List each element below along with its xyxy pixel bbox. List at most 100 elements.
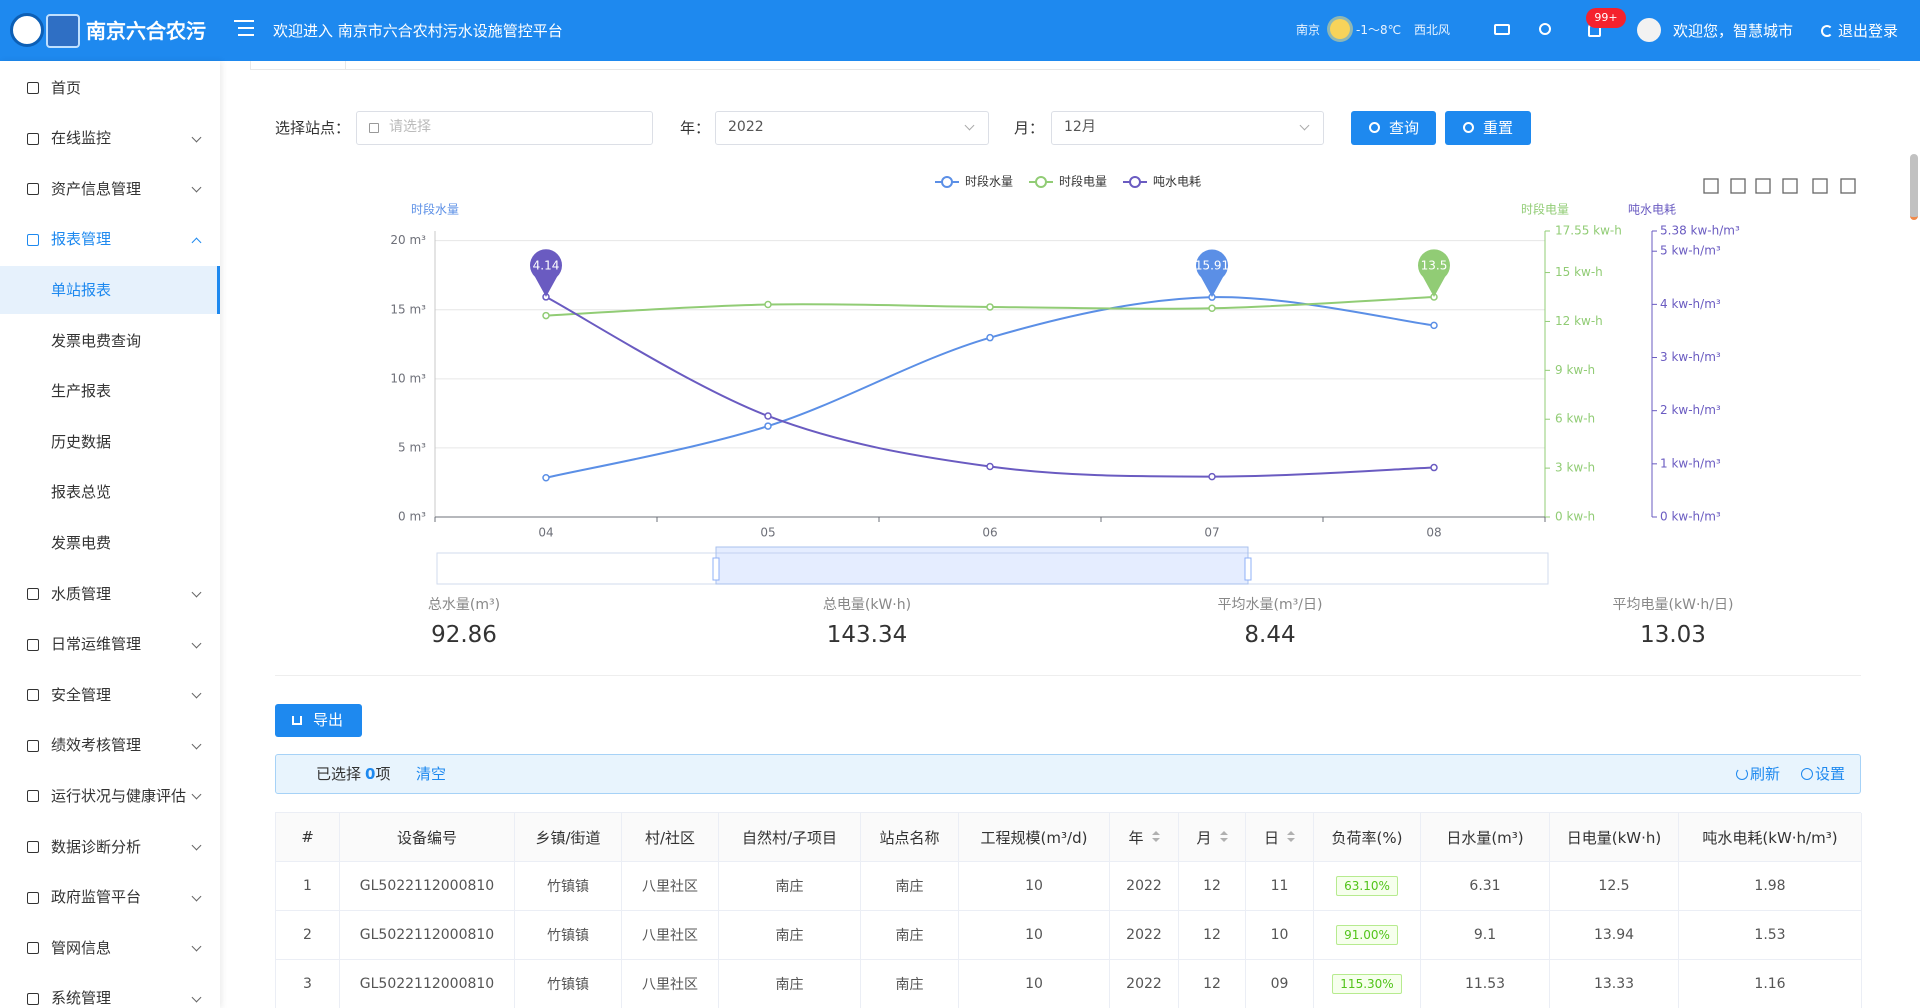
max-pin: [1418, 249, 1450, 297]
menu-item[interactable]: 数据诊断分析: [51, 837, 142, 856]
weather-icon: [1330, 19, 1350, 39]
sort-icon[interactable]: [1219, 831, 1228, 843]
table-cell: 6.31: [1421, 862, 1550, 911]
column-label: 工程规模(m³/d): [980, 828, 1088, 847]
clear-link[interactable]: 清空: [416, 764, 447, 783]
tab: [250, 61, 346, 70]
sort-icon[interactable]: [1287, 831, 1295, 843]
column-label: 站点名称: [879, 828, 940, 847]
reset-button[interactable]: 重置: [1445, 111, 1531, 145]
refresh-icon: [1736, 768, 1748, 780]
menu-item[interactable]: 报表管理: [51, 230, 112, 249]
column-label: #: [301, 828, 314, 846]
cell-text: 10: [1025, 976, 1043, 992]
query-button[interactable]: 查询: [1351, 111, 1436, 145]
menu-item[interactable]: 系统管理: [51, 989, 112, 1008]
submenu-item[interactable]: 发票电费查询: [51, 331, 142, 350]
stat-value: 8.44: [1244, 622, 1296, 648]
menu-item[interactable]: 首页: [51, 78, 82, 97]
chevron: [191, 739, 202, 750]
x-tick-label: 04: [538, 526, 553, 540]
y3-tick-label: 4 kw-h/m³: [1660, 297, 1721, 311]
y3-tick-label: 3 kw-h/m³: [1660, 350, 1721, 364]
refresh-link[interactable]: 刷新: [1750, 764, 1781, 783]
selection-count: 0: [365, 764, 376, 783]
cell-text: 南庄: [775, 977, 804, 993]
logout-icon[interactable]: [1821, 25, 1833, 37]
column-label: 吨水电耗(kW·h/m³): [1702, 828, 1838, 847]
cell-text: 竹镇镇: [547, 879, 589, 895]
button-text[interactable]: 重置: [1483, 118, 1514, 137]
menu-icon: [27, 638, 39, 651]
chevron: [191, 789, 202, 800]
menu-item[interactable]: 政府监管平台: [51, 888, 142, 907]
year-select[interactable]: 2022: [715, 111, 989, 145]
logout[interactable]: 退出登录: [1838, 21, 1899, 40]
x-tick-label: 05: [760, 526, 775, 540]
month-select[interactable]: 12月: [1051, 111, 1324, 145]
toolbox-icon: [1703, 178, 1719, 194]
submenu-item[interactable]: 历史数据: [51, 432, 112, 451]
logo-icon: [10, 13, 44, 47]
stat-label: 平均电量(kW·h/日): [1612, 597, 1734, 613]
export-button[interactable]: 导出: [275, 704, 362, 737]
cell-text: 八里社区: [642, 879, 698, 895]
user[interactable]: 欢迎您，智慧城市: [1673, 21, 1794, 40]
table-cell: 1: [276, 862, 340, 911]
stat-label: 平均水量(m³/日): [1217, 597, 1323, 613]
submenu-item[interactable]: 单站报表: [51, 280, 112, 299]
menu-item[interactable]: 日常运维管理: [51, 635, 142, 654]
menu-icon: [27, 790, 39, 803]
menu-item[interactable]: 水质管理: [51, 584, 112, 603]
menu-item[interactable]: 在线监控: [51, 129, 112, 148]
data-point: [1430, 463, 1438, 472]
y3-tick-label: 1 kw-h/m³: [1660, 456, 1721, 470]
badge: 99+: [1586, 8, 1626, 28]
menu-item[interactable]: 绩效考核管理: [51, 736, 142, 755]
menu-item[interactable]: 安全管理: [51, 685, 112, 704]
menu-item[interactable]: 管网信息: [51, 938, 112, 957]
monitor-icon[interactable]: [1494, 24, 1510, 35]
cell-text: 2022: [1126, 976, 1162, 992]
cell-text: 南庄: [895, 879, 924, 895]
table-header-cell: #: [276, 813, 340, 862]
button-text[interactable]: 查询: [1389, 118, 1420, 137]
search-icon[interactable]: [1539, 23, 1551, 35]
station-input[interactable]: 请选择: [356, 111, 653, 145]
settings-icon: [1801, 768, 1813, 780]
cell-text: 13.94: [1593, 927, 1635, 943]
submenu-item[interactable]: 发票电费: [51, 533, 112, 552]
toolbox-icon: [1755, 178, 1771, 194]
y2-tick-label: 6 kw-h: [1555, 412, 1595, 426]
cell-text: 南庄: [775, 928, 804, 944]
legend-label: 时段水量: [965, 174, 1013, 189]
table-cell: 11: [1246, 862, 1314, 911]
menu-toggle[interactable]: [234, 20, 254, 38]
cell-text: 09: [1270, 976, 1289, 992]
menu-item[interactable]: 资产信息管理: [51, 179, 142, 198]
settings-link[interactable]: 设置: [1815, 764, 1846, 783]
table-header-cell: 日电量(kW·h): [1550, 813, 1679, 862]
y-tick-label: 5 m³: [398, 440, 426, 454]
sort-icon[interactable]: [1151, 831, 1160, 843]
table-cell: 2022: [1110, 960, 1179, 1008]
y3-axis-name: 吨水电耗: [1628, 203, 1676, 217]
export-text[interactable]: 导出: [313, 710, 344, 729]
menu-icon: [27, 942, 39, 955]
menu-icon: [27, 992, 39, 1005]
avatar[interactable]: [1637, 18, 1661, 42]
legend-label: 时段电量: [1059, 174, 1107, 189]
table-cell: 1.53: [1679, 911, 1862, 960]
submenu-item[interactable]: 报表总览: [51, 483, 112, 502]
table-cell: 9.1: [1421, 911, 1550, 960]
menu-item[interactable]: 运行状况与健康评估: [51, 786, 187, 805]
submenu-item[interactable]: 生产报表: [51, 382, 112, 401]
stat-label: 总水量(m³): [427, 597, 501, 613]
data-point: [764, 300, 772, 309]
cell-text: GL5022112000810: [359, 927, 495, 943]
cell-text: 南庄: [895, 928, 924, 944]
max-pin: [530, 249, 562, 297]
column-label: 日: [1263, 828, 1279, 847]
menu-line: [234, 20, 254, 22]
table-header-cell: 自然村/子项目: [719, 813, 861, 862]
